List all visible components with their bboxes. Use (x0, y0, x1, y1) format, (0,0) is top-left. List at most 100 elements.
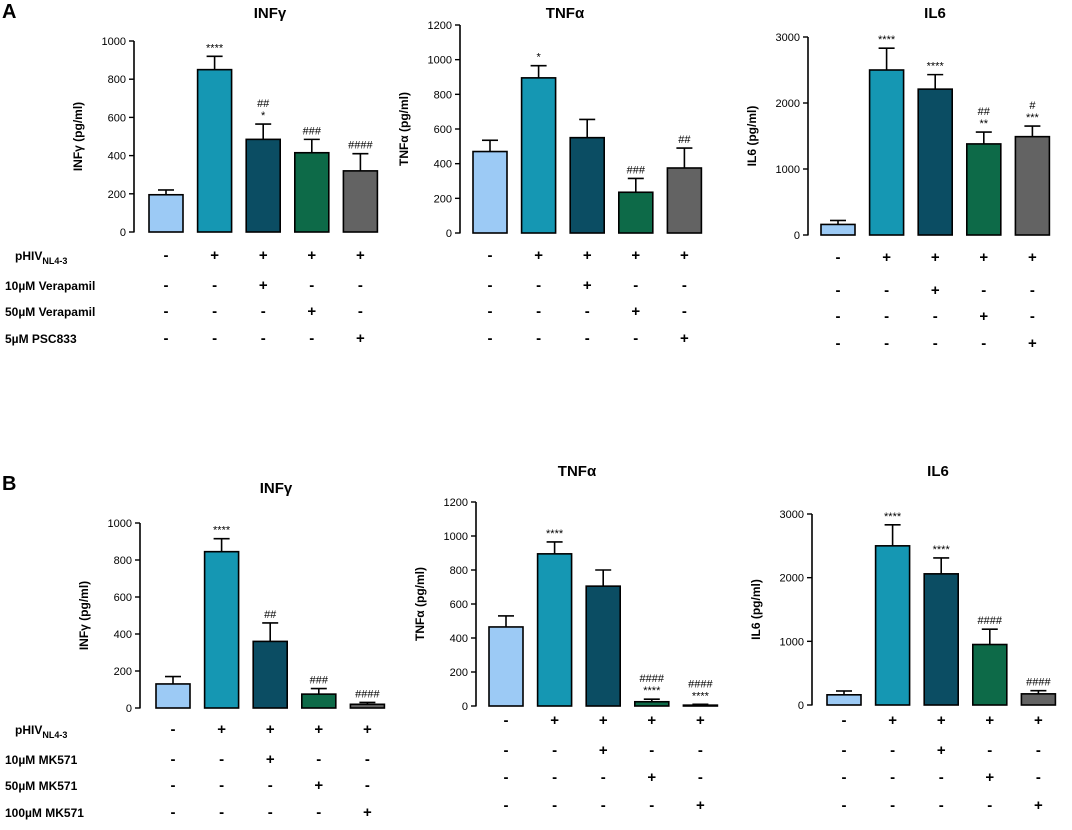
minus-sign: - (212, 330, 217, 347)
panel-label-a: A (2, 1, 16, 23)
minus-sign: - (219, 751, 224, 768)
significance-marker: #### (640, 673, 665, 685)
bar-phiv-10-m-verapamil (569, 136, 606, 234)
plus-sign: + (696, 797, 705, 814)
plus-sign: + (979, 308, 988, 325)
bar-phiv-100-m-mk571 (1020, 693, 1057, 706)
condition-rows-layer: - + + + + - - + - - - - - + - - - - - + pHIVNL4-3 10µM Verapa… (5, 247, 1043, 821)
plus-sign: + (583, 247, 592, 264)
minus-sign: - (316, 804, 321, 821)
minus-sign: - (981, 282, 986, 299)
plus-sign: + (931, 282, 940, 299)
y-axis-label: INFγ (pg/ml) (77, 581, 91, 650)
y-axis-label: TNFα (pg/ml) (413, 567, 427, 641)
chart-2: IL6 0 1000 2000 3000 IL6 (pg/ml) **** **** ##** #… (745, 5, 1051, 242)
condition-row-label: 10µM MK571 (5, 753, 78, 767)
y-tick-label: 1000 (102, 36, 126, 48)
plus-sign: + (599, 742, 608, 759)
minus-sign: - (212, 277, 217, 294)
minus-sign: - (698, 769, 703, 786)
y-tick-label: 800 (434, 89, 452, 101)
plus-sign: + (985, 712, 994, 729)
bar-phiv (520, 77, 557, 234)
y-tick-label: 400 (434, 159, 452, 171)
plus-sign: + (363, 721, 372, 738)
plus-sign: + (1028, 249, 1037, 266)
y-tick-label: 200 (114, 666, 132, 678)
minus-sign: - (987, 797, 992, 814)
minus-sign: - (1036, 742, 1041, 759)
bar-control (148, 193, 184, 233)
bar-phiv (203, 550, 240, 709)
minus-sign: - (649, 742, 654, 759)
bar-phiv-50-m-verapamil (965, 143, 1002, 236)
significance-marker: **** (878, 34, 896, 46)
condition-row-label: 50µM Verapamil (5, 305, 95, 319)
minus-sign: - (939, 769, 944, 786)
chart-4: TNFα 0 200 400 600 800 1000 1200 TNFα (pg/ml) ***… (413, 463, 719, 713)
minus-sign: - (1036, 769, 1041, 786)
significance-marker: ### (627, 164, 646, 176)
y-tick-label: 600 (450, 599, 468, 611)
y-tick-label: 600 (434, 124, 452, 136)
minus-sign: - (933, 335, 938, 352)
minus-sign: - (171, 804, 176, 821)
plus-sign: + (1028, 335, 1037, 352)
minus-sign: - (488, 303, 493, 320)
y-axis-label: TNFα (pg/ml) (397, 92, 411, 166)
y-tick-label: 0 (794, 230, 800, 242)
y-tick-label: 800 (450, 565, 468, 577)
plus-sign: + (937, 712, 946, 729)
minus-sign: - (536, 330, 541, 347)
plus-sign: + (583, 277, 592, 294)
minus-sign: - (842, 769, 847, 786)
significance-marker: #### (1026, 677, 1051, 689)
plus-sign: + (1034, 712, 1043, 729)
condition-row-label: pHIVNL4-3 (15, 249, 67, 266)
chart-title: IL6 (927, 463, 949, 480)
minus-sign: - (309, 330, 314, 347)
minus-sign: - (933, 308, 938, 325)
minus-sign: - (836, 282, 841, 299)
significance-marker: ### (310, 675, 329, 687)
y-tick-label: 600 (108, 112, 126, 124)
y-tick-label: 1000 (108, 518, 132, 530)
minus-sign: - (219, 804, 224, 821)
significance-marker: *** (1026, 112, 1040, 124)
y-tick-label: 0 (798, 700, 804, 712)
bar-phiv (868, 69, 905, 236)
plus-sign: + (307, 247, 316, 264)
bar-phiv-10-m-mk571 (252, 640, 288, 709)
minus-sign: - (212, 303, 217, 320)
y-tick-label: 800 (108, 74, 126, 86)
condition-row-label: 10µM Verapamil (5, 279, 95, 293)
minus-sign: - (939, 797, 944, 814)
y-axis-label: IL6 (pg/ml) (749, 579, 763, 640)
significance-marker: # (1029, 100, 1036, 112)
minus-sign: - (488, 277, 493, 294)
significance-marker: #### (355, 688, 380, 700)
plus-sign: + (217, 721, 226, 738)
minus-sign: - (488, 247, 493, 264)
bar-phiv-100-m-mk571 (682, 704, 719, 707)
bar-phiv-50-m-mk571 (971, 643, 1008, 706)
bar-control (155, 683, 191, 709)
significance-marker: **** (933, 544, 951, 556)
minus-sign: - (261, 330, 266, 347)
chart-5: IL6 0 1000 2000 3000 IL6 (pg/ml) **** **** #### #… (749, 463, 1057, 712)
minus-sign: - (890, 742, 895, 759)
significance-marker: * (261, 110, 266, 122)
minus-sign: - (171, 751, 176, 768)
significance-marker: **** (927, 61, 945, 73)
plus-sign: + (307, 303, 316, 320)
minus-sign: - (890, 797, 895, 814)
minus-sign: - (836, 308, 841, 325)
minus-sign: - (171, 721, 176, 738)
minus-sign: - (164, 277, 169, 294)
minus-sign: - (649, 797, 654, 814)
minus-sign: - (536, 303, 541, 320)
significance-marker: **** (884, 511, 902, 523)
significance-marker: ## (264, 609, 277, 621)
plus-sign: + (882, 249, 891, 266)
bar-control (488, 626, 524, 707)
